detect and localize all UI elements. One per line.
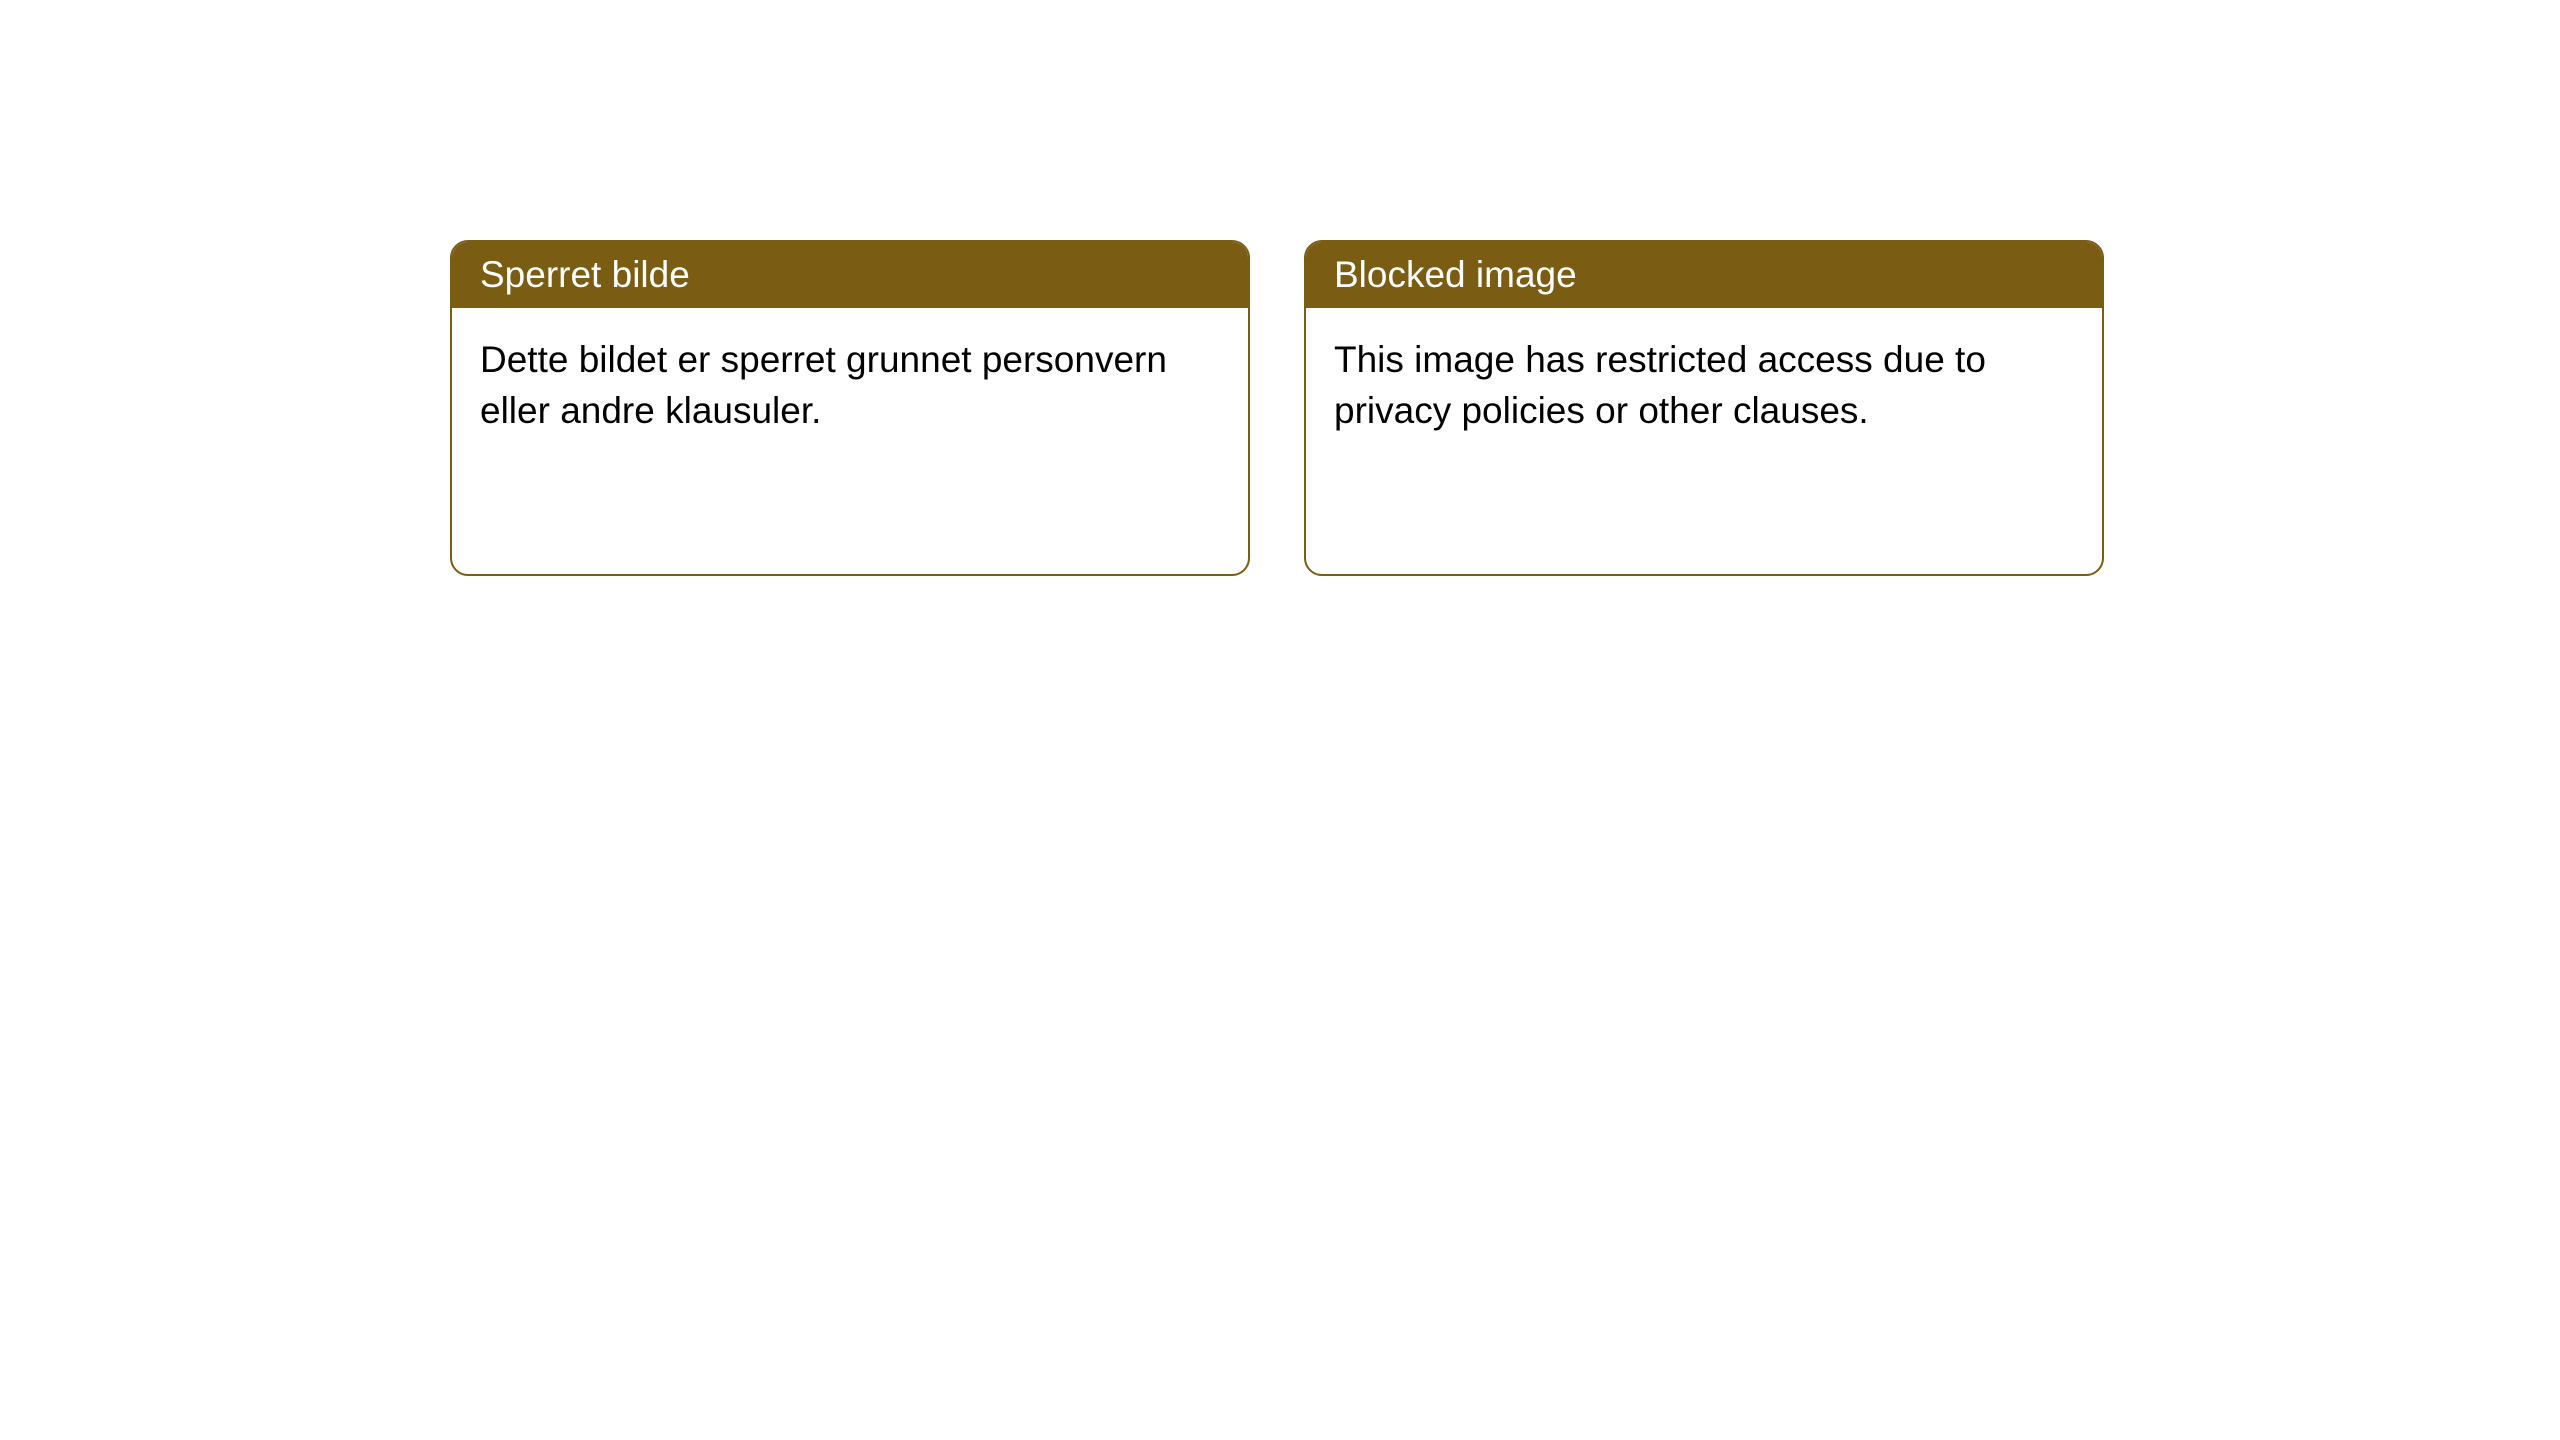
notice-header: Sperret bilde	[452, 242, 1248, 308]
notice-header: Blocked image	[1306, 242, 2102, 308]
notice-container: Sperret bilde Dette bildet er sperret gr…	[0, 0, 2560, 576]
notice-body: This image has restricted access due to …	[1306, 308, 2102, 462]
notice-card-english: Blocked image This image has restricted …	[1304, 240, 2104, 576]
notice-body: Dette bildet er sperret grunnet personve…	[452, 308, 1248, 462]
notice-card-norwegian: Sperret bilde Dette bildet er sperret gr…	[450, 240, 1250, 576]
